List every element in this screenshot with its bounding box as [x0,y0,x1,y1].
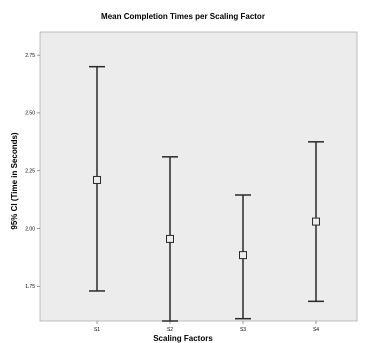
chart-title: Mean Completion Times per Scaling Factor [101,12,265,21]
plot-area [39,31,358,322]
x-tick-label: S3 [240,327,246,333]
error-bar-s1 [89,65,105,292]
y-tick-label: 1.75 [25,284,35,290]
y-tick-label: 2.50 [25,111,35,117]
error-bars [89,65,324,322]
y-axis: 1.75 2.00 2.25 2.50 2.75 [25,53,40,290]
x-tick-label: S2 [167,327,173,333]
error-bar-s4 [308,141,324,303]
error-bar-s3 [235,194,251,320]
mean-marker [93,175,101,184]
x-tick-label: S1 [94,327,100,333]
y-tick-label: 2.25 [25,169,35,175]
mean-marker [312,217,320,226]
error-bar-s2 [162,156,178,322]
x-axis-label: Scaling Factors [153,334,213,343]
x-tick-label: S4 [313,327,319,333]
y-tick-label: 2.75 [25,53,35,59]
mean-marker [166,234,174,243]
y-tick-label: 2.00 [25,226,35,232]
x-axis: S1 S2 S3 S4 [94,321,319,333]
mean-marker [239,251,247,260]
y-axis-label: 95% CI (Time in Seconds) [10,132,19,230]
